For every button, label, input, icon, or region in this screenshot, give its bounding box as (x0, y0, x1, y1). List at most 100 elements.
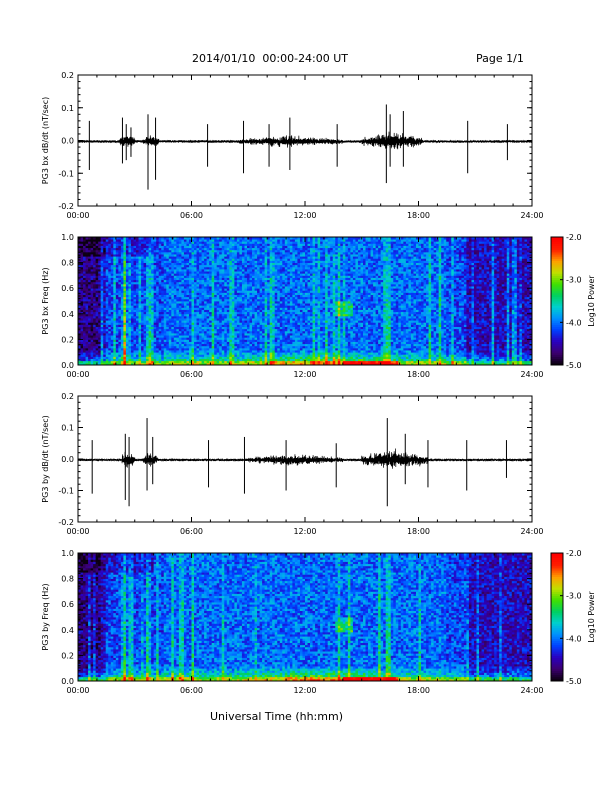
heat-cell (216, 352, 220, 355)
heat-cell (105, 352, 109, 355)
heat-cell (118, 343, 122, 347)
heat-cell (259, 260, 263, 263)
heat-cell (199, 358, 202, 362)
heat-cell (85, 328, 89, 332)
heat-cell (254, 283, 258, 287)
heat-cell (100, 350, 104, 353)
heat-cell (236, 260, 240, 263)
heat-cell (113, 239, 117, 242)
heat-cell (234, 341, 238, 345)
heat-cell (133, 324, 137, 327)
heat-cell (186, 251, 190, 255)
heat-cell (130, 341, 134, 345)
heat-cell (191, 247, 195, 251)
heat-cell (80, 277, 84, 281)
heat-cell (146, 301, 150, 304)
heat-cell (274, 356, 278, 359)
heat-cell (138, 243, 142, 246)
heat-cell (161, 330, 165, 334)
heat-cell (118, 298, 122, 302)
heat-cell (181, 303, 185, 306)
heat-cell (148, 283, 152, 287)
heat-cell (209, 294, 213, 298)
heat-cell (199, 318, 202, 321)
heat-cell (257, 324, 260, 327)
heat-cell (204, 328, 208, 332)
heat-cell (259, 288, 263, 291)
heat-cell (252, 292, 255, 295)
heat-cell (141, 298, 144, 302)
heat-cell (196, 269, 200, 272)
heat-cell (153, 318, 157, 321)
heat-cell (269, 260, 273, 263)
heat-cell (183, 350, 187, 353)
heat-cell (90, 313, 94, 317)
heat-cell (113, 269, 117, 272)
heat-cell (120, 251, 124, 255)
heat-cell (138, 271, 142, 274)
heat-cell (113, 333, 117, 336)
heat-cell (163, 243, 167, 246)
heat-cell (130, 362, 134, 366)
heat-cell (85, 290, 89, 293)
heat-cell (214, 273, 218, 276)
heat-cell (130, 241, 134, 244)
heat-cell (201, 328, 205, 332)
heat-cell (206, 309, 210, 313)
heat-cell (118, 360, 122, 364)
heat-cell (246, 311, 250, 315)
heat-cell (98, 271, 102, 274)
heat-cell (186, 318, 190, 321)
heat-cell (158, 260, 162, 263)
heat-cell (239, 335, 243, 338)
heat-cell (88, 266, 92, 270)
heat-cell (146, 318, 150, 321)
heat-cell (141, 341, 144, 345)
heat-cell (224, 347, 228, 351)
heat-cell (259, 303, 263, 306)
heat-cell (168, 251, 172, 255)
heat-cell (269, 354, 273, 357)
heat-cell (229, 254, 233, 257)
heat-cell (78, 279, 81, 283)
heat-cell (188, 343, 192, 347)
heat-cell (113, 247, 117, 251)
heat-cell (249, 283, 253, 287)
heat-cell (249, 294, 253, 298)
heat-cell (204, 251, 208, 255)
heat-cell (234, 296, 238, 300)
heat-cell (148, 262, 152, 266)
heat-cell (186, 347, 190, 351)
heat-cell (219, 262, 223, 266)
heat-cell (158, 328, 162, 332)
heat-cell (226, 309, 230, 313)
heat-cell (239, 254, 243, 257)
heat-cell (173, 356, 177, 359)
heat-cell (168, 339, 172, 342)
heat-cell (161, 318, 165, 321)
heat-cell (90, 309, 94, 313)
heat-cell (252, 273, 255, 276)
heat-cell (83, 260, 86, 263)
heat-cell (231, 296, 235, 300)
heat-cell (123, 360, 127, 364)
heat-cell (259, 286, 263, 289)
heat-cell (113, 360, 117, 364)
heat-cell (216, 292, 220, 295)
heat-cell (105, 301, 109, 304)
heat-cell (80, 347, 84, 351)
heat-cell (148, 288, 152, 291)
heat-cell (199, 275, 202, 278)
heat-cell (90, 298, 94, 302)
heat-cell (252, 239, 255, 242)
heat-cell (100, 286, 104, 289)
heat-cell (188, 288, 192, 291)
heat-cell (166, 249, 170, 253)
heat-cell (171, 292, 175, 295)
heat-cell (176, 292, 180, 295)
heat-cell (209, 337, 213, 340)
heat-cell (166, 286, 170, 289)
heat-cell (239, 241, 243, 244)
heat-cell (115, 315, 119, 319)
heat-cell (219, 275, 223, 278)
